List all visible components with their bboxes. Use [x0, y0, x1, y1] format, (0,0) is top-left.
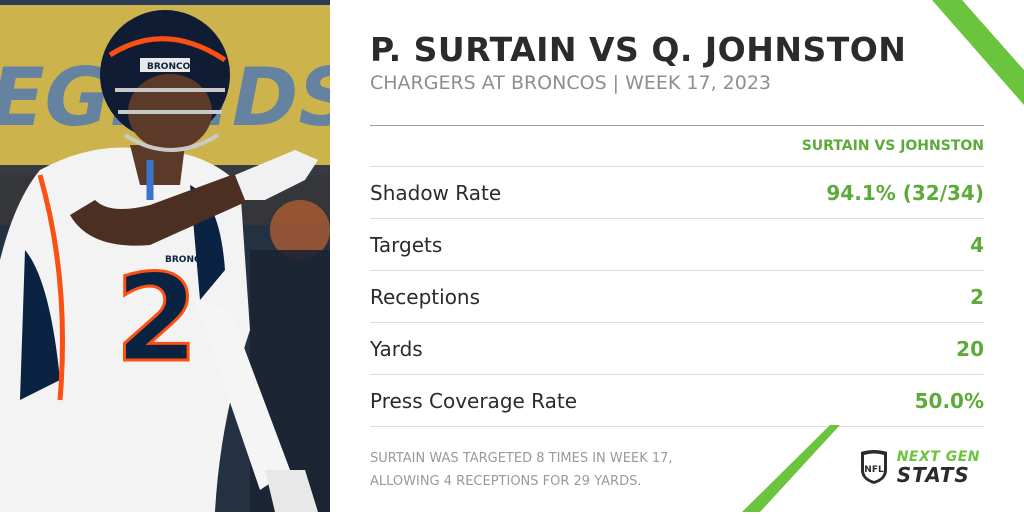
ngs-line-2: STATS: [896, 463, 970, 487]
stat-label: Press Coverage Rate: [370, 388, 578, 413]
stat-value: 50.0%: [914, 388, 984, 413]
ngs-wordmark: NEXT GEN STATS: [896, 448, 980, 487]
table-row: Press Coverage Rate 50.0%: [370, 374, 984, 427]
table-row: Shadow Rate 94.1% (32/34): [370, 166, 984, 218]
next-gen-stats-logo: NFL NEXT GEN STATS: [859, 448, 980, 487]
page-title: P. SURTAIN VS Q. JOHNSTON: [370, 30, 907, 69]
ngs-line-1: NEXT GEN: [896, 449, 980, 465]
stat-label: Targets: [370, 232, 443, 257]
footnote-line-1: SURTAIN WAS TARGETED 8 TIMES IN WEEK 17,: [370, 451, 673, 466]
accent-stripe-bottom: [742, 425, 840, 512]
footnote-line-2: ALLOWING 4 RECEPTIONS FOR 29 YARDS.: [370, 474, 642, 489]
nfl-shield-text: NFL: [864, 465, 884, 475]
stat-value: 4: [970, 232, 984, 257]
stat-value: 94.1% (32/34): [826, 180, 984, 205]
column-header: SURTAIN VS JOHNSTON: [801, 138, 984, 154]
table-row: Targets 4: [370, 218, 984, 270]
stats-panel: P. SURTAIN VS Q. JOHNSTON CHARGERS AT BR…: [330, 0, 1024, 512]
header-divider: [370, 125, 984, 126]
game-subtitle: CHARGERS AT BRONCOS | WEEK 17, 2023: [370, 72, 772, 94]
stats-table: Shadow Rate 94.1% (32/34) Targets 4 Rece…: [370, 166, 984, 427]
stat-label: Receptions: [370, 284, 481, 309]
stat-value: 20: [956, 336, 984, 361]
player-photo: EGENDS 2 BRONCOS BRONCOS: [0, 0, 330, 512]
table-row: Receptions 2: [370, 270, 984, 322]
stat-label: Yards: [370, 336, 423, 361]
table-row: Yards 20: [370, 322, 984, 374]
accent-stripe-top: [932, 0, 1024, 105]
footnote: SURTAIN WAS TARGETED 8 TIMES IN WEEK 17,…: [370, 447, 730, 493]
stat-label: Shadow Rate: [370, 180, 502, 205]
jersey-chest-text: BRONCOS: [165, 255, 215, 265]
stat-value: 2: [970, 284, 984, 309]
jersey-number: 2: [115, 250, 199, 389]
helmet-text: BRONCOS: [147, 62, 197, 72]
nfl-shield-icon: NFL: [860, 450, 887, 484]
